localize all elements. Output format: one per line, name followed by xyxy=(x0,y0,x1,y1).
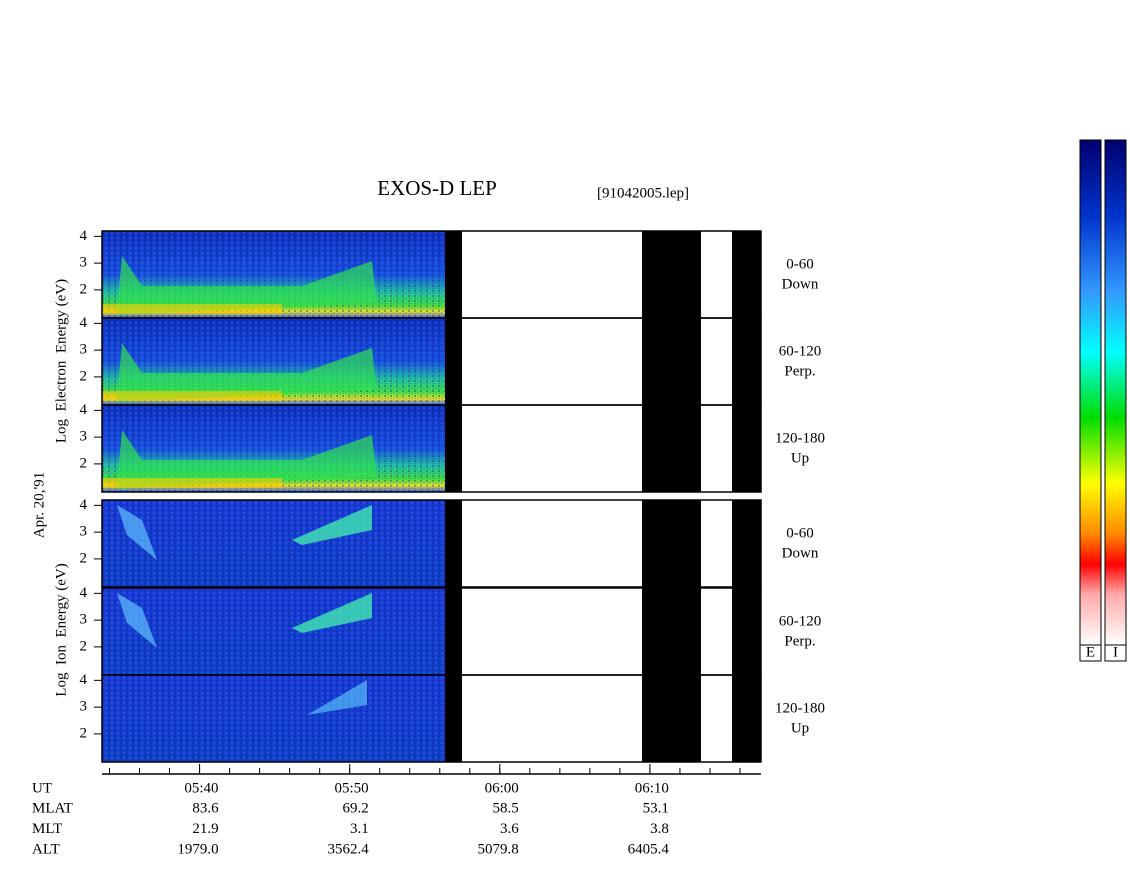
pitch-angle: 60-120 xyxy=(779,343,822,359)
ephemeris-name: MLAT xyxy=(32,801,73,817)
ephemeris-value: 58.5 xyxy=(493,801,519,817)
colorbar-label: E xyxy=(1086,644,1095,660)
ephemeris-value: 21.9 xyxy=(192,821,218,837)
data-gap xyxy=(445,318,462,405)
pitch-angle: 120-180 xyxy=(775,700,825,716)
pitch-direction: Down xyxy=(782,545,819,561)
data-gap xyxy=(642,231,701,318)
x-tick-label: 05:40 xyxy=(184,780,218,796)
y-tick-label: 4 xyxy=(80,585,88,601)
y-tick-label: 4 xyxy=(80,228,88,244)
panel-frame xyxy=(101,404,762,493)
colorbar xyxy=(1079,139,1102,646)
pitch-direction: Down xyxy=(782,276,819,292)
data-gap xyxy=(445,500,462,587)
ephemeris-value: 1979.0 xyxy=(177,841,218,857)
data-gap xyxy=(445,675,462,762)
data-gap xyxy=(732,675,761,762)
y-tick-label: 2 xyxy=(80,725,88,741)
data-gap xyxy=(732,500,761,587)
spectrogram-band xyxy=(102,391,282,401)
pitch-direction: Up xyxy=(791,720,809,736)
spectrogram-band xyxy=(117,430,377,489)
y-tick-label: 3 xyxy=(80,255,88,271)
spectrogram-noise xyxy=(102,500,445,587)
y-tick-label: 4 xyxy=(80,497,88,513)
pitch-angle: 0-60 xyxy=(786,525,814,541)
y-tick-label: 3 xyxy=(80,612,88,628)
ephemeris-value: 5079.8 xyxy=(478,841,519,857)
data-gap xyxy=(642,405,701,492)
spectrogram-band xyxy=(307,680,367,715)
ephemeris-value: 3.6 xyxy=(500,821,519,837)
panel-frame xyxy=(101,674,762,763)
y-tick-label: 3 xyxy=(80,342,88,358)
y-tick-label: 3 xyxy=(80,699,88,715)
ephemeris-value: 53.1 xyxy=(643,801,669,817)
ephemeris-value: 69.2 xyxy=(342,801,368,817)
ephemeris-value: 3562.4 xyxy=(327,841,369,857)
data-gap xyxy=(642,588,701,675)
y-tick-label: 4 xyxy=(80,402,88,418)
spectrogram-band xyxy=(117,505,157,560)
data-gap xyxy=(642,318,701,405)
spectrogram-band xyxy=(117,256,377,315)
ephemeris-name: MLT xyxy=(32,821,62,837)
pitch-angle: 0-60 xyxy=(786,256,814,272)
pitch-direction: Perp. xyxy=(784,633,815,649)
spectrogram-noise xyxy=(102,675,445,762)
spectrogram-band xyxy=(117,343,377,402)
data-gap xyxy=(445,588,462,675)
chart-title: EXOS-D LEP xyxy=(377,176,497,200)
ephemeris-name: UT xyxy=(32,780,52,796)
y-axis-label: Log Electron Energy (eV) xyxy=(53,279,69,443)
ephemeris-value: 3.8 xyxy=(650,821,669,837)
y-axis-label: Log Ion Energy (eV) xyxy=(53,563,69,696)
data-gap xyxy=(732,231,761,318)
y-tick-label: 3 xyxy=(80,429,88,445)
data-gap xyxy=(732,318,761,405)
y-tick-label: 2 xyxy=(80,281,88,297)
spectrogram-band xyxy=(117,593,157,648)
colorbar xyxy=(1104,139,1127,646)
spectrogram-band xyxy=(102,304,282,314)
y-tick-label: 4 xyxy=(80,672,88,688)
y-tick-label: 3 xyxy=(80,524,88,540)
pitch-direction: Perp. xyxy=(784,363,815,379)
spectrogram-noise xyxy=(102,588,445,675)
spectrogram-band xyxy=(102,478,282,488)
ephemeris-value: 3.1 xyxy=(350,821,369,837)
pitch-direction: Up xyxy=(791,450,809,466)
colorbar-label-box xyxy=(1104,644,1127,662)
y-tick-label: 2 xyxy=(80,638,88,654)
spectrogram-band xyxy=(292,593,372,633)
x-tick-label: 06:10 xyxy=(635,780,669,796)
date-label: Apr. 20,'91 xyxy=(31,472,47,538)
data-gap xyxy=(445,231,462,318)
pitch-angle: 60-120 xyxy=(779,613,822,629)
colorbar-label-box xyxy=(1079,644,1102,662)
data-gap xyxy=(642,500,701,587)
data-gap xyxy=(642,675,701,762)
ephemeris-value: 6405.4 xyxy=(628,841,670,857)
data-gap xyxy=(445,405,462,492)
y-tick-label: 4 xyxy=(80,315,88,331)
y-tick-label: 2 xyxy=(80,455,88,471)
file-label: [91042005.lep] xyxy=(597,185,689,201)
y-tick-label: 2 xyxy=(80,368,88,384)
pitch-angle: 120-180 xyxy=(775,430,825,446)
panel-frame xyxy=(101,499,762,588)
spectrogram-band xyxy=(292,505,372,545)
x-tick-label: 05:50 xyxy=(335,780,369,796)
data-gap xyxy=(732,588,761,675)
ephemeris-name: ALT xyxy=(32,841,60,857)
ephemeris-value: 83.6 xyxy=(192,801,219,817)
y-tick-label: 2 xyxy=(80,550,88,566)
data-gap xyxy=(732,405,761,492)
x-tick-label: 06:00 xyxy=(485,780,519,796)
colorbar-label: I xyxy=(1113,644,1118,660)
